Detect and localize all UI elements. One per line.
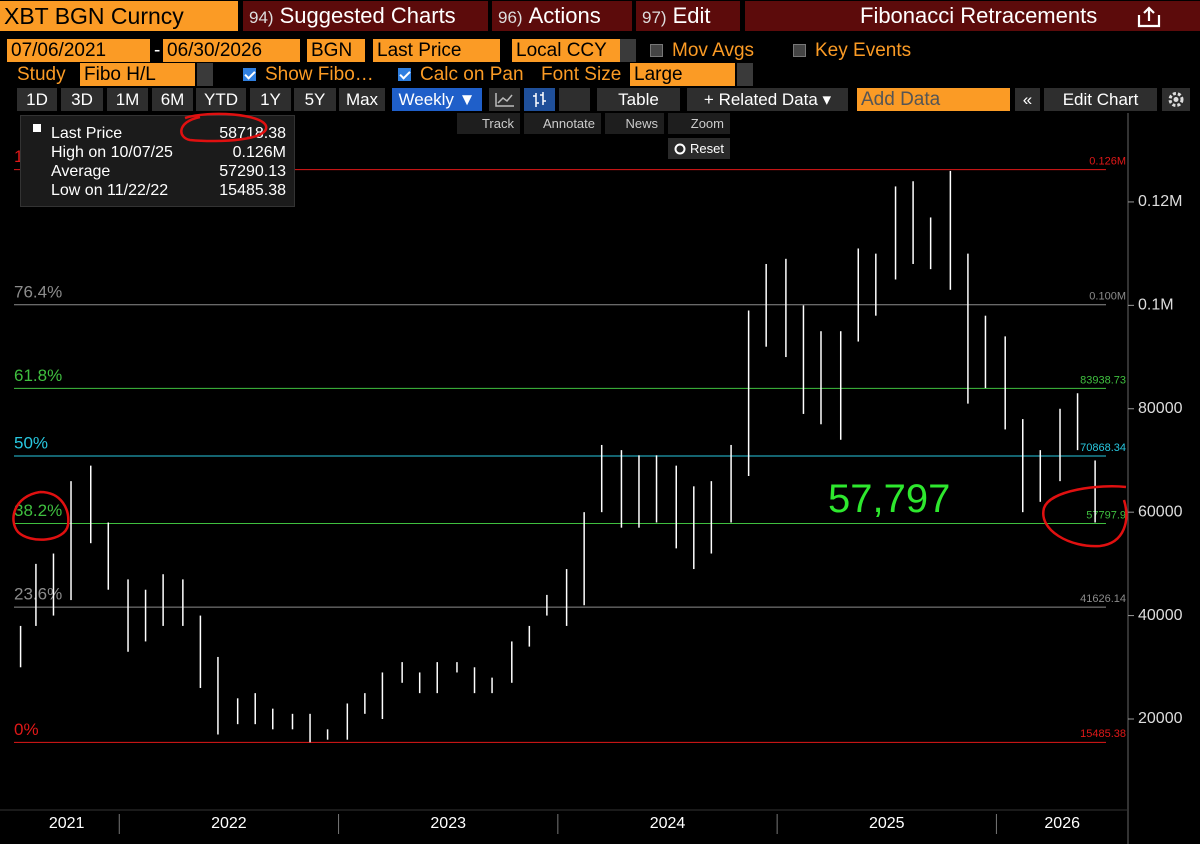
x-tick-label: 2024	[650, 815, 686, 832]
y-tick-label: 0.12M	[1138, 193, 1182, 210]
fib-percent: 50%	[14, 433, 48, 452]
add-data[interactable]: Add Data	[857, 88, 1010, 111]
field[interactable]: Last Price	[373, 39, 500, 62]
mov-avgs[interactable]: Mov Avgs	[672, 40, 755, 61]
collapse[interactable]: «	[1015, 88, 1040, 111]
fib-percent: 61.8%	[14, 366, 62, 385]
chart-tool[interactable]: Track	[457, 113, 520, 134]
range-button[interactable]: 5Y	[294, 88, 336, 111]
x-tick-label: 2023	[430, 815, 466, 832]
font-size[interactable]: Large	[630, 63, 735, 86]
legend-label: Low on 11/22/22	[51, 182, 169, 199]
range-button[interactable]: 3D	[61, 88, 103, 111]
reset-icon	[674, 143, 686, 155]
y-tick-label: 40000	[1138, 607, 1183, 624]
y-tick-label: 60000	[1138, 503, 1183, 520]
related-data[interactable]: + Related Data ▾	[687, 88, 848, 111]
chart-tool[interactable]: Annotate	[524, 113, 601, 134]
chart: 20000 40000 60000 80000 0.1M 0.12M 2021 2022 202…	[0, 113, 1183, 844]
x-tick-label: 2022	[211, 815, 247, 832]
chart-tool[interactable]: Zoom	[668, 113, 730, 134]
legend-value: 57290.13	[219, 163, 286, 180]
edit-chart[interactable]: Edit Chart	[1044, 88, 1157, 111]
study-label: Study	[17, 64, 66, 85]
period[interactable]: Weekly ▼	[392, 88, 482, 111]
dropdown[interactable]	[197, 63, 213, 86]
menu-num: 97)	[642, 8, 667, 27]
dropdown[interactable]	[620, 39, 636, 62]
fib-percent: 23.6%	[14, 585, 62, 604]
checkbox[interactable]	[793, 44, 806, 57]
checkbox[interactable]	[398, 68, 411, 81]
legend-value: 15485.38	[219, 182, 286, 199]
y-tick-label: 20000	[1138, 710, 1183, 727]
bar-icon[interactable]	[524, 88, 555, 111]
page-title: Fibonacci Retracements	[745, 1, 1200, 31]
table-button[interactable]: Table	[597, 88, 680, 111]
range-button[interactable]: Max	[339, 88, 385, 111]
legend-label: Last Price	[51, 125, 123, 142]
menu-num: 94)	[249, 8, 274, 27]
end-date[interactable]: 06/30/2026	[163, 39, 300, 62]
chart-tool[interactable]: News	[605, 113, 664, 134]
calc-on-pan[interactable]: Calc on Pan	[420, 64, 524, 85]
show-fibo[interactable]: Show Fibo…	[265, 64, 374, 85]
checkbox[interactable]	[650, 44, 663, 57]
study[interactable]: Fibo H/L	[80, 63, 195, 86]
legend: Last Price 58718.38 High on 10/07/25 0.126M…	[20, 115, 295, 207]
fib-percent: 0%	[14, 720, 39, 739]
range-button[interactable]: 1D	[17, 88, 57, 111]
x-tick-label: 2026	[1044, 815, 1080, 832]
dropdown[interactable]	[559, 88, 590, 111]
legend-label: Average	[51, 163, 111, 180]
fib-value: 70868.34	[1080, 442, 1126, 454]
legend-swatch	[33, 124, 41, 132]
menu-label: Suggested Charts	[279, 3, 456, 28]
fib-value: 57797.9	[1086, 509, 1126, 521]
legend-value: 58718.38	[219, 125, 286, 142]
range-button[interactable]: 1M	[107, 88, 148, 111]
fib-value: 83938.73	[1080, 374, 1126, 386]
fib-value: 15485.38	[1080, 728, 1126, 740]
currency[interactable]: Local CCY	[512, 39, 620, 62]
menu-label: Actions	[528, 3, 601, 28]
line-icon[interactable]	[489, 88, 520, 111]
checkbox[interactable]	[243, 68, 256, 81]
fib-value: 0.100M	[1089, 291, 1126, 303]
start-date[interactable]: 07/06/2021	[7, 39, 150, 62]
dropdown[interactable]	[737, 63, 753, 86]
fib-percent: 38.2%	[14, 501, 62, 520]
key-events[interactable]: Key Events	[815, 40, 912, 61]
range-button[interactable]: 6M	[152, 88, 193, 111]
fib-percent: 76.4%	[14, 282, 62, 301]
menu[interactable]: 94) Suggested Charts	[243, 1, 488, 31]
menu[interactable]: 97) Edit	[636, 1, 740, 31]
fib-value: 41626.14	[1080, 593, 1126, 605]
date-separator: -	[154, 40, 161, 61]
range-button[interactable]: 1Y	[250, 88, 291, 111]
x-tick-label: 2021	[49, 815, 85, 832]
menu-num: 96)	[498, 8, 523, 27]
fib-value: 0.126M	[1089, 156, 1126, 168]
ticker[interactable]: XBT BGN Curncy	[0, 1, 238, 31]
menu-label: Edit	[672, 3, 711, 28]
y-tick-label: 0.1M	[1138, 297, 1174, 314]
x-tick-label: 2025	[869, 815, 905, 832]
y-tick-label: 80000	[1138, 400, 1183, 417]
settings-icon[interactable]	[1162, 88, 1190, 111]
range-button[interactable]: YTD	[196, 88, 246, 111]
font-size-label: Font Size	[541, 64, 622, 85]
legend-label: High on 10/07/25	[51, 144, 173, 161]
source[interactable]: BGN	[307, 39, 365, 62]
menu[interactable]: 96) Actions	[492, 1, 632, 31]
export-icon[interactable]	[1136, 5, 1162, 29]
legend-value: 0.126M	[232, 144, 286, 161]
reset-button[interactable]: Reset	[668, 138, 730, 159]
annotation: 57,797	[828, 477, 950, 521]
